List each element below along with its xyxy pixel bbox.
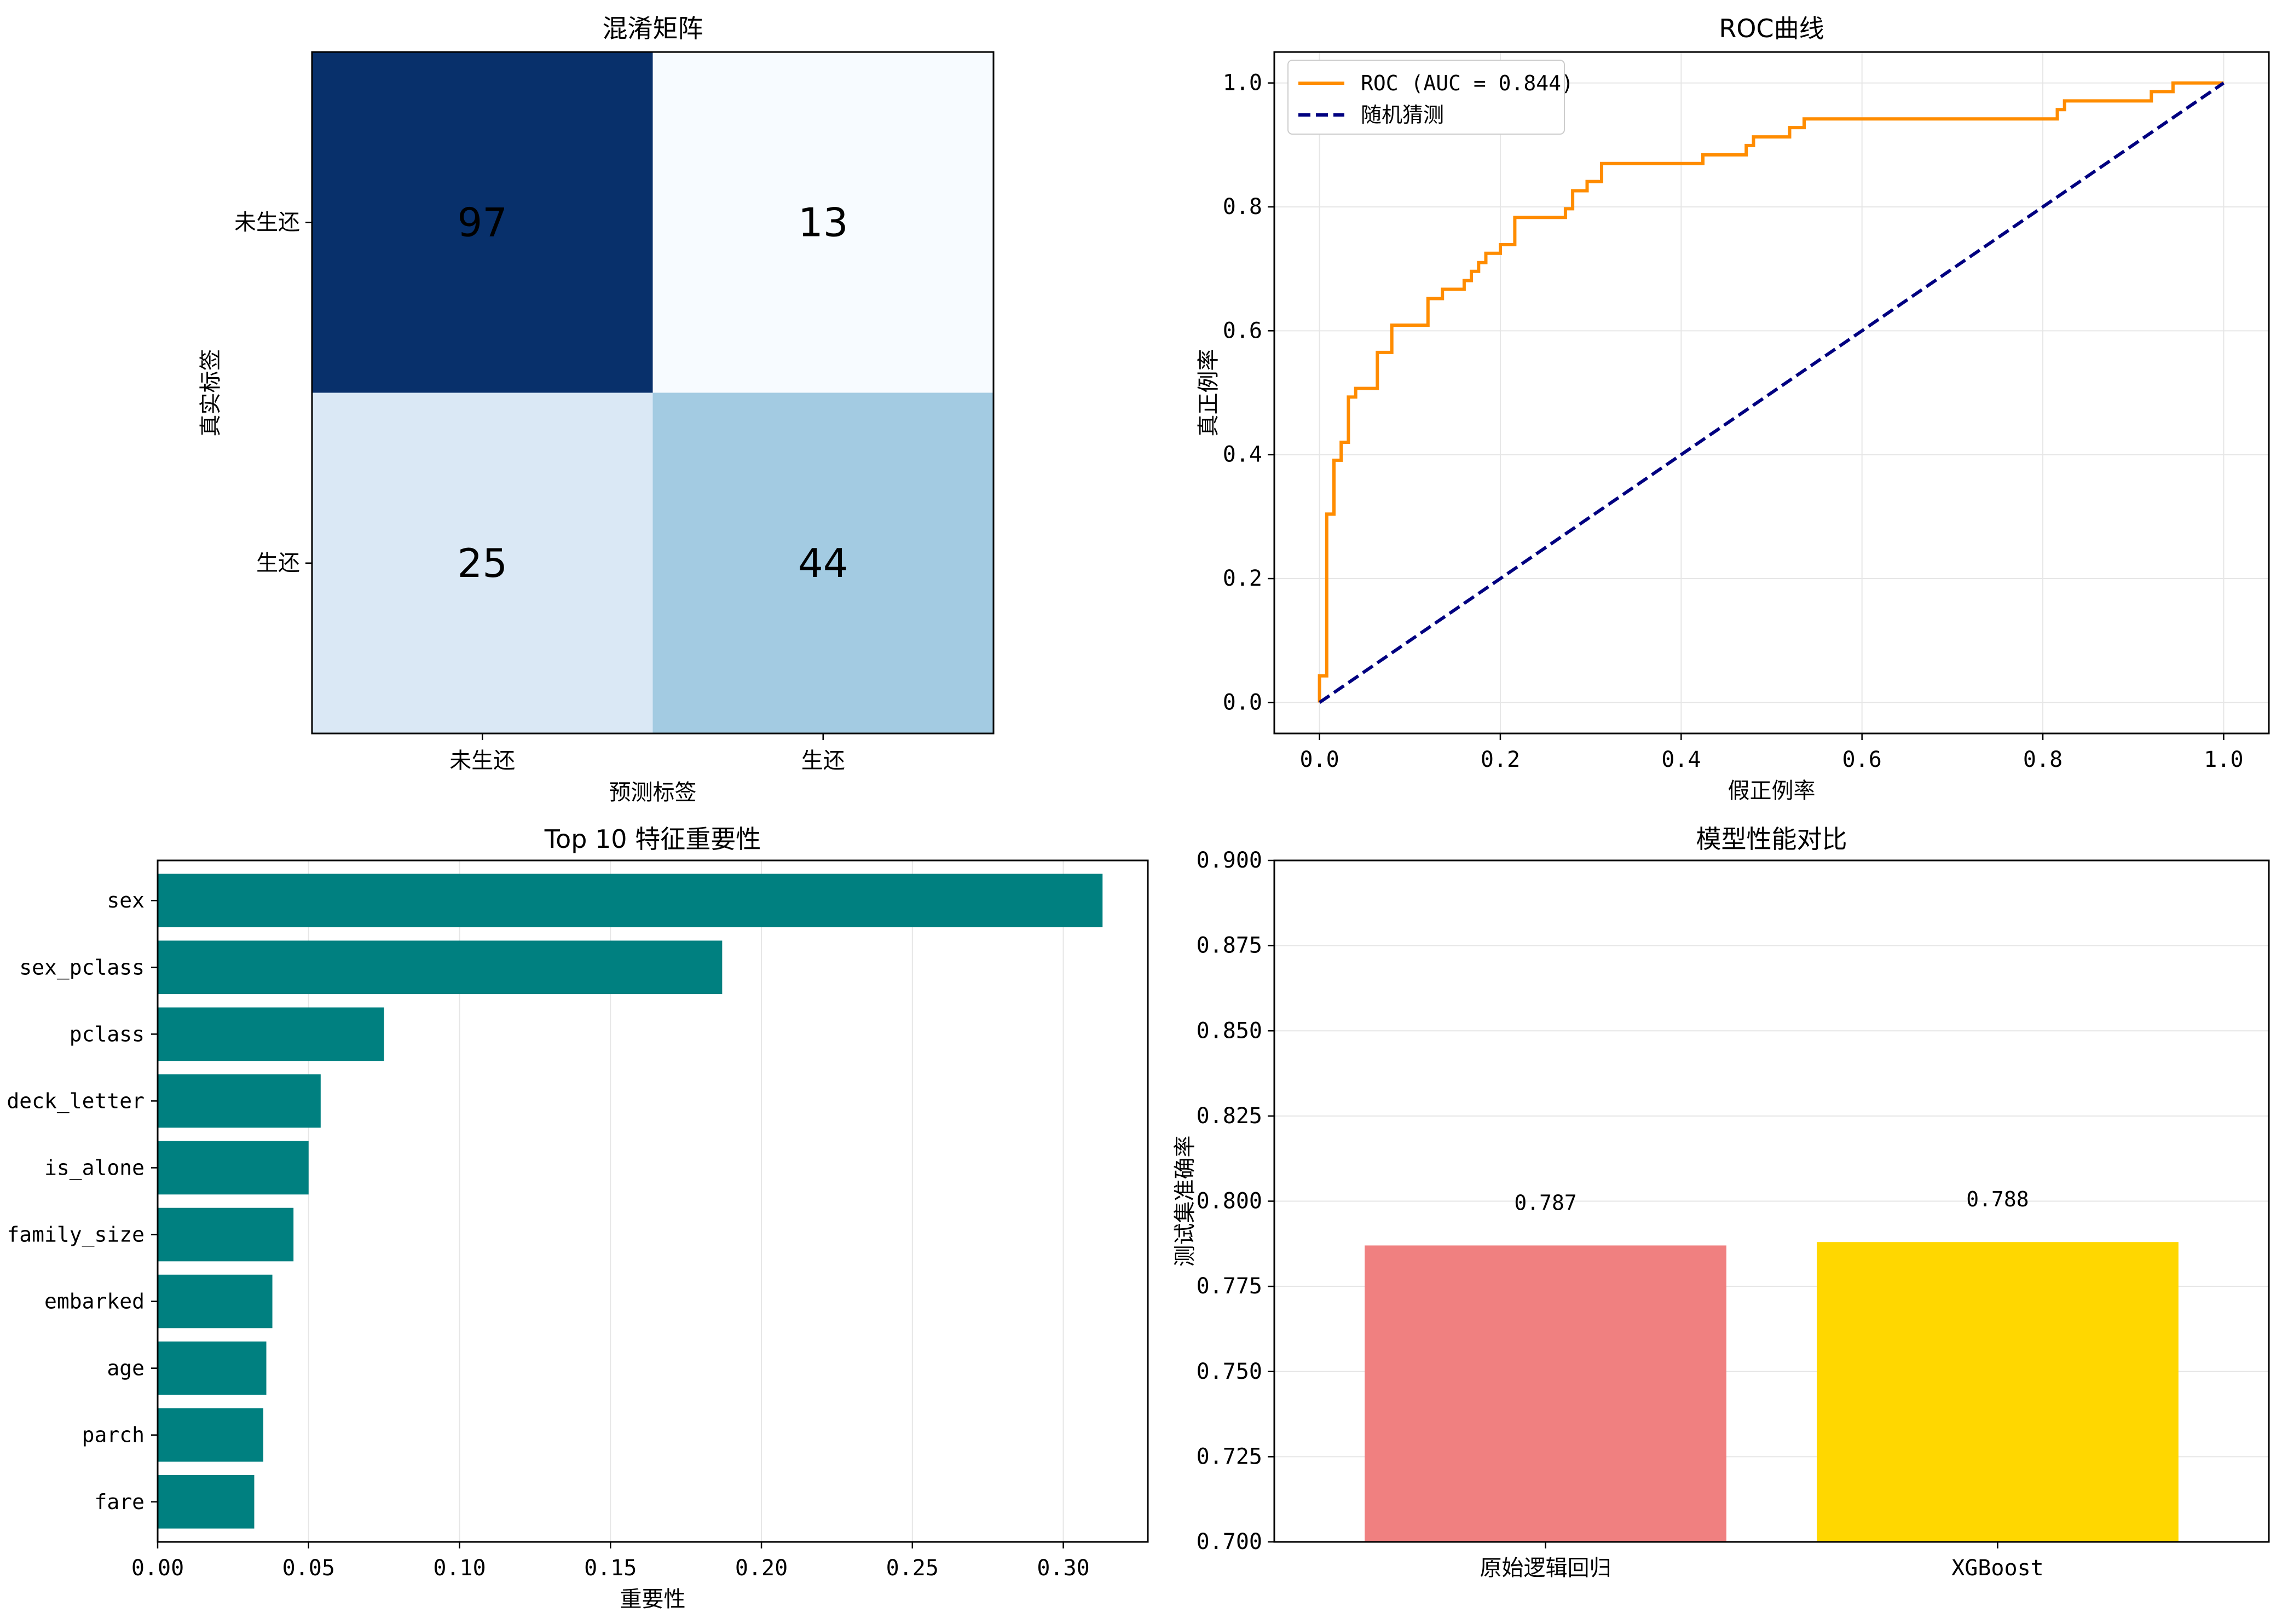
- x-tick-label: 原始逻辑回归: [1480, 1556, 1611, 1581]
- chart-title: Top 10 特征重要性: [544, 824, 761, 854]
- y-axis-label: 测试集准确率: [1172, 1136, 1198, 1267]
- x-tick-label: 0.10: [433, 1556, 486, 1581]
- bar: [158, 1007, 384, 1061]
- y-tick-label: 0.900: [1197, 848, 1262, 873]
- y-tick-label: age: [107, 1356, 145, 1380]
- bar: [158, 1274, 273, 1328]
- x-axis-label: 假正例率: [1728, 778, 1816, 804]
- x-tick-label: 未生还: [449, 748, 515, 773]
- chart-title: 混淆矩阵: [603, 14, 703, 43]
- y-tick-label: 0.875: [1197, 933, 1262, 958]
- x-axis-label: 预测标签: [609, 780, 697, 805]
- y-tick-label: 0.775: [1197, 1274, 1262, 1299]
- x-tick-label: 0.6: [1842, 747, 1882, 772]
- plot-frame: [1273, 859, 2270, 1543]
- plot-frame: [157, 859, 1149, 1543]
- legend-box: [1287, 60, 1565, 135]
- bar: [158, 874, 1103, 928]
- model-comparison-chart: 0.700 0.725 0.750 0.775 0.800 0.825 0.850 0.875…: [1172, 824, 2270, 1581]
- x-tick-label: 0.25: [886, 1556, 939, 1581]
- x-tick-label: 0.4: [1661, 747, 1701, 772]
- x-tick-label: 1.0: [2204, 747, 2243, 772]
- y-tick-label: fare: [94, 1490, 145, 1514]
- roc-curve-line: [1318, 81, 2224, 703]
- heatmap-cell: [312, 392, 653, 733]
- y-tick-label: is_alone: [44, 1155, 145, 1180]
- y-tick-label: 0.750: [1197, 1359, 1262, 1384]
- bar: [158, 1074, 321, 1128]
- x-tick-label: 0.2: [1481, 747, 1520, 772]
- y-tick-label: 未生还: [234, 210, 300, 235]
- x-tick-label: 0.00: [131, 1556, 184, 1581]
- chart-title: ROC曲线: [1719, 14, 1824, 43]
- y-tick-label: 0.2: [1223, 566, 1262, 591]
- x-tick-label: 生还: [801, 748, 845, 773]
- y-tick-label: 0.725: [1197, 1444, 1262, 1469]
- x-tick-label: 0.15: [584, 1556, 637, 1581]
- y-tick-label: 0.6: [1223, 318, 1262, 343]
- y-tick-label: 0.0: [1223, 690, 1262, 715]
- y-tick-label: 0.700: [1197, 1529, 1262, 1554]
- y-tick-label: sex: [107, 888, 145, 912]
- x-tick-label: 0.20: [735, 1556, 788, 1581]
- y-tick-label: embarked: [44, 1290, 145, 1314]
- cell-value-label: 44: [798, 540, 848, 586]
- y-axis-label: 真实标签: [198, 349, 223, 437]
- bar: [158, 940, 723, 995]
- x-tick-label: 0.05: [282, 1556, 335, 1581]
- y-tick-label: 0.850: [1197, 1018, 1262, 1043]
- legend-label: ROC (AUC = 0.844): [1361, 71, 1574, 95]
- y-tick-label: parch: [82, 1423, 145, 1447]
- bar-value-label: 0.787: [1514, 1190, 1576, 1215]
- cell-value-label: 25: [457, 540, 507, 586]
- bar: [158, 1141, 309, 1195]
- bar-value-label: 0.788: [1966, 1187, 2029, 1211]
- roc-chart: 0.0 0.2 0.4 0.6 0.8 1.0 0.0 0.2 0.4 0.6 0.8 1.0 ROC …: [1196, 14, 2270, 804]
- y-tick-label: 生还: [256, 551, 300, 576]
- x-tick-label: 0.8: [2023, 747, 2063, 772]
- plot-frame: [1273, 51, 2270, 735]
- y-tick-label: sex_pclass: [19, 955, 145, 980]
- bar: [158, 1341, 267, 1395]
- y-tick-label: 0.8: [1223, 194, 1262, 219]
- y-tick-label: 0.4: [1223, 442, 1262, 467]
- bar: [158, 1207, 294, 1262]
- bar: [158, 1475, 255, 1529]
- cell-value-label: 97: [457, 199, 507, 245]
- heatmap-cell: [652, 392, 993, 733]
- random-guess-line: [1318, 82, 2225, 704]
- chart-title: 模型性能对比: [1696, 824, 1847, 854]
- feature-importance-chart: 0.00 0.05 0.10 0.15 0.20 0.25 0.30 sex sex_pclas…: [7, 824, 1149, 1612]
- cell-value-label: 13: [798, 199, 848, 245]
- legend-label: 随机猜测: [1361, 103, 1444, 127]
- y-tick-label: deck_letter: [7, 1089, 145, 1113]
- legend: ROC (AUC = 0.844) 随机猜测: [1287, 60, 1574, 135]
- x-tick-label: 0.0: [1299, 747, 1339, 772]
- y-tick-label: 0.825: [1197, 1103, 1262, 1129]
- y-tick-label: 1.0: [1223, 71, 1262, 96]
- bar: [1365, 1245, 1726, 1542]
- y-tick-label: family_size: [7, 1223, 145, 1247]
- y-tick-label: pclass: [70, 1022, 145, 1046]
- y-axis-label: 真正例率: [1196, 349, 1221, 437]
- heatmap-cell: [312, 52, 653, 393]
- plot-frame: [311, 51, 995, 735]
- x-tick-label: XGBoost: [1951, 1556, 2044, 1581]
- bar: [158, 1408, 264, 1462]
- x-tick-label: 0.30: [1037, 1556, 1089, 1581]
- y-tick-label: 0.800: [1197, 1189, 1262, 1214]
- bar: [1817, 1242, 2179, 1542]
- heatmap-cell: [652, 52, 993, 393]
- x-axis-label: 重要性: [620, 1587, 686, 1612]
